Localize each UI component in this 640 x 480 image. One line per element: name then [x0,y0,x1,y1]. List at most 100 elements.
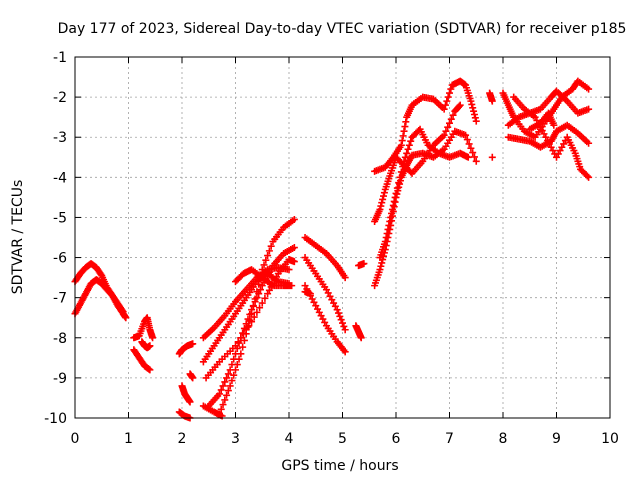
data-point [262,256,270,264]
data-point [264,252,272,260]
data-point [221,378,229,386]
data-point [488,97,496,105]
data-point [585,85,593,93]
x-tick-label: 10 [601,431,619,447]
x-tick-label: 1 [124,431,133,447]
data-point [396,180,404,188]
data-point [472,117,480,125]
y-tick-label: -1 [53,50,67,66]
data-point [405,141,413,149]
data-point [215,390,223,398]
data-point [380,189,388,197]
data-point [393,184,401,192]
y-tick-label: -4 [53,170,67,186]
data-point [288,282,296,290]
data-point [376,266,384,274]
data-point [306,290,314,298]
data-point [468,100,476,108]
data-point [267,242,275,250]
data-point [390,197,398,205]
data-point [223,374,231,382]
chart-grid [75,57,610,418]
data-point [395,179,403,187]
data-point [467,144,475,152]
x-tick-label: 9 [552,431,561,447]
data-point [118,306,126,314]
data-point [444,123,452,131]
data-point [360,260,368,268]
data-point [389,201,397,209]
y-tick-label: -10 [44,411,67,427]
data-point [403,149,411,157]
data-point [237,350,245,358]
data-point [341,274,349,282]
x-tick-label: 4 [285,431,294,447]
data-point [585,139,593,147]
data-point [232,366,239,374]
data-point [402,118,410,126]
x-tick-label: 0 [71,431,80,447]
data-point [388,205,396,213]
data-point [223,391,231,399]
data-point [255,280,263,288]
y-tick-label: -8 [53,331,67,347]
x-tick-label: 3 [231,431,240,447]
data-point [378,199,386,207]
data-point [290,258,298,266]
data-point [442,127,450,135]
data-point [189,340,197,348]
data-point [290,215,298,223]
data-point [228,377,236,385]
data-point [253,308,261,316]
data-point [336,312,344,320]
data-point [381,238,389,246]
y-tick-label: -2 [53,90,67,106]
data-point [219,382,227,390]
data-point [462,131,470,139]
data-point [242,330,250,338]
data-point [226,382,234,390]
data-point [357,334,365,342]
data-point [240,324,248,332]
data-point [258,299,266,307]
data-point [382,234,390,241]
data-point [260,261,268,269]
data-point [399,163,407,171]
data-point [463,136,471,144]
data-point [398,137,406,145]
data-point [391,193,399,201]
data-point [385,221,393,229]
data-point [219,401,227,409]
y-tick-label: -9 [53,371,67,387]
data-point [341,326,349,334]
data-point [447,85,455,93]
data-point [446,119,453,127]
data-point [224,370,232,378]
x-tick-label: 5 [338,431,347,447]
data-point [221,396,229,404]
data-point [383,229,391,237]
x-tick-label: 2 [178,431,187,447]
data-point [400,127,408,135]
data-point [399,132,407,140]
data-point [470,107,478,115]
data-point [583,172,591,180]
data-point [387,213,395,221]
data-point [470,110,478,118]
data-point [337,316,345,324]
data-point [251,295,259,303]
data-point [488,153,496,161]
data-point [224,387,232,395]
plot-frame [74,56,611,419]
data-point [186,398,194,406]
data-point [380,192,388,200]
data-point [378,259,386,267]
data-point [233,361,241,369]
data-point [217,405,225,413]
data-point [384,225,392,233]
chart-title: Day 177 of 2023, Sidereal Day-to-day VTE… [58,21,627,37]
data-point [230,371,238,379]
data-point [341,348,349,356]
data-point [237,334,245,342]
